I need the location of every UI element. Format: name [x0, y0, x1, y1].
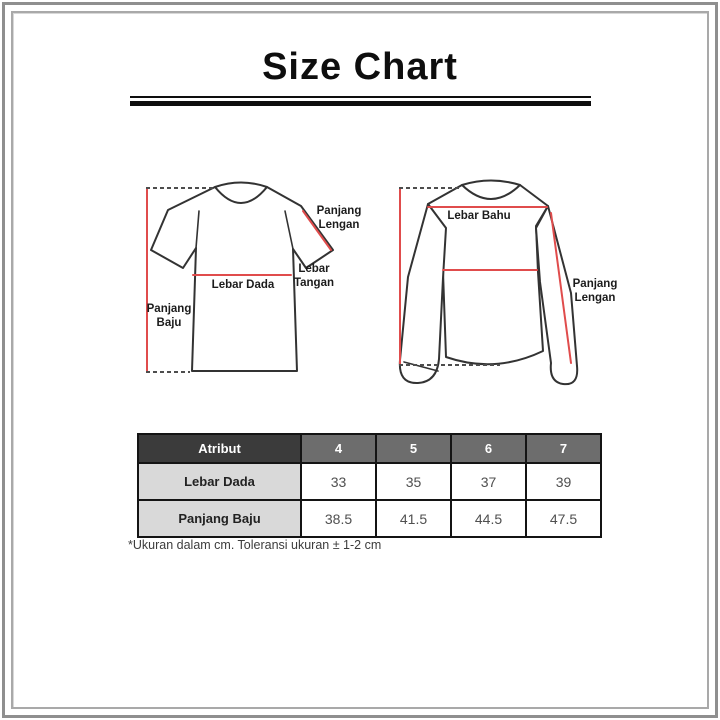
- value-cell: 38.5: [300, 499, 377, 538]
- label-panjang-baju: Panjang Baju: [139, 302, 199, 330]
- label-lebar-dada: Lebar Dada: [211, 279, 275, 291]
- header-cell-size-4: 4: [300, 433, 377, 464]
- long-sleeve-measure-lines: [399, 188, 572, 365]
- label-line: Lengan: [318, 219, 360, 231]
- label-line: Panjang: [572, 278, 618, 290]
- label-lebar-tangan: Lebar Tangan: [285, 262, 343, 290]
- row-label-cell: Panjang Baju: [137, 499, 302, 538]
- label-line: Baju: [156, 317, 182, 329]
- label-line: Panjang: [316, 205, 362, 217]
- title-divider-thin-line: [130, 96, 591, 98]
- header-cell-size-5: 5: [375, 433, 452, 464]
- value-cell: 41.5: [375, 499, 452, 538]
- header-cell-size-6: 6: [450, 433, 527, 464]
- label-line: Lebar: [298, 263, 330, 275]
- value-cell: 39: [525, 462, 602, 501]
- shirt-diagrams: [146, 179, 579, 386]
- short-sleeve-shirt: [150, 181, 334, 372]
- long-sleeve-torso-outline: [427, 179, 549, 366]
- long-sleeve-extent-dashes: [399, 187, 500, 366]
- page-title: Size Chart: [262, 46, 458, 88]
- header-cell-size-7: 7: [525, 433, 602, 464]
- table-row-lebar-dada: Lebar Dada 33 35 37 39: [137, 462, 602, 501]
- value-cell: 33: [300, 462, 377, 501]
- short-sleeve-left-seam: [195, 210, 200, 249]
- long-sleeve-cuff-left-fold: [403, 361, 439, 372]
- long-sleeve-shirt: [398, 179, 579, 386]
- label-panjang-lengan-long: Panjang Lengan: [564, 277, 626, 305]
- table-row-panjang-baju: Panjang Baju 38.5 41.5 44.5 47.5: [137, 499, 602, 538]
- value-cell: 44.5: [450, 499, 527, 538]
- short-sleeve-right-seam: [284, 210, 294, 250]
- label-lebar-bahu: Lebar Bahu: [447, 210, 511, 222]
- short-sleeve-extent-dashes: [146, 187, 216, 373]
- measurement-footnote: *Ukuran dalam cm. Toleransi ukuran ± 1-2…: [128, 538, 382, 552]
- size-table: Atribut 4 5 6 7 Lebar Dada 33 35 37 39 P…: [137, 433, 602, 538]
- label-line: Lengan: [574, 292, 616, 304]
- label-line: Panjang: [146, 303, 192, 315]
- long-sleeve-left-sleeve: [398, 203, 447, 385]
- header-cell-atribut: Atribut: [137, 433, 302, 464]
- measure-line-panjang-lengan-long: [550, 212, 572, 364]
- value-cell: 37: [450, 462, 527, 501]
- short-sleeve-neckline: [214, 186, 268, 204]
- title-divider: [130, 96, 591, 106]
- value-cell: 47.5: [525, 499, 602, 538]
- measure-line-panjang-lengan-short: [302, 210, 332, 251]
- label-panjang-lengan-short: Panjang Lengan: [308, 204, 370, 232]
- long-sleeve-neckline: [461, 184, 521, 200]
- label-line: Tangan: [293, 277, 335, 289]
- short-sleeve-outline: [150, 181, 334, 372]
- size-table-header-row: Atribut 4 5 6 7: [137, 433, 602, 464]
- title-divider-thick-line: [130, 101, 591, 106]
- row-label-cell: Lebar Dada: [137, 462, 302, 501]
- short-sleeve-measure-lines: [146, 188, 332, 372]
- value-cell: 35: [375, 462, 452, 501]
